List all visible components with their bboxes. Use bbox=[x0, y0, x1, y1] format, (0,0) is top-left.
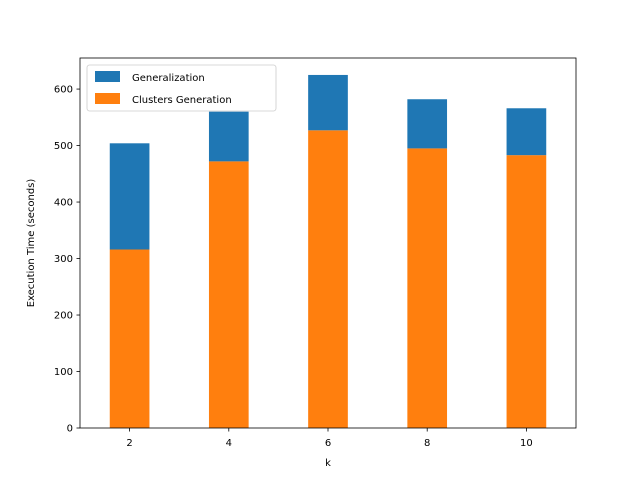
bar-clusters-generation-k10 bbox=[506, 155, 547, 428]
y-axis-label: Execution Time (seconds) bbox=[26, 179, 37, 308]
bar-clusters-generation-k4 bbox=[208, 161, 249, 428]
legend-swatch-generalization bbox=[95, 71, 120, 82]
legend-box bbox=[86, 64, 277, 112]
legend-swatch-clusters-generation bbox=[95, 93, 120, 104]
bar-generalization-k4 bbox=[208, 111, 249, 162]
y-tick-label-200: 200 bbox=[54, 311, 73, 322]
y-tick-label-400: 400 bbox=[54, 198, 73, 209]
y-tick-label-300: 300 bbox=[54, 254, 73, 265]
y-tick-label-600: 600 bbox=[54, 85, 73, 96]
legend-label-clusters-generation: Clusters Generation bbox=[132, 95, 232, 106]
legend-label-generalization: Generalization bbox=[132, 73, 205, 84]
bar-generalization-k10 bbox=[506, 108, 547, 156]
bar-clusters-generation-k2 bbox=[109, 249, 150, 428]
bar-generalization-k6 bbox=[308, 74, 348, 131]
bar-generalization-k8 bbox=[407, 99, 448, 149]
y-tick-label-0: 0 bbox=[67, 424, 73, 435]
x-tick-label-8: 8 bbox=[424, 438, 430, 449]
x-tick-label-6: 6 bbox=[325, 438, 331, 449]
bars-layer bbox=[109, 74, 547, 428]
x-axis-label: k bbox=[325, 458, 331, 469]
bar-generalization-k2 bbox=[109, 143, 150, 250]
x-tick-label-2: 2 bbox=[126, 438, 132, 449]
bar-clusters-generation-k8 bbox=[407, 148, 448, 428]
x-tick-label-4: 4 bbox=[226, 438, 232, 449]
bar-clusters-generation-k6 bbox=[308, 130, 348, 428]
y-tick-label-500: 500 bbox=[54, 141, 73, 152]
legend: Generalization Clusters Generation bbox=[86, 64, 277, 112]
y-tick-label-100: 100 bbox=[54, 367, 73, 378]
x-tick-label-10: 10 bbox=[520, 438, 533, 449]
